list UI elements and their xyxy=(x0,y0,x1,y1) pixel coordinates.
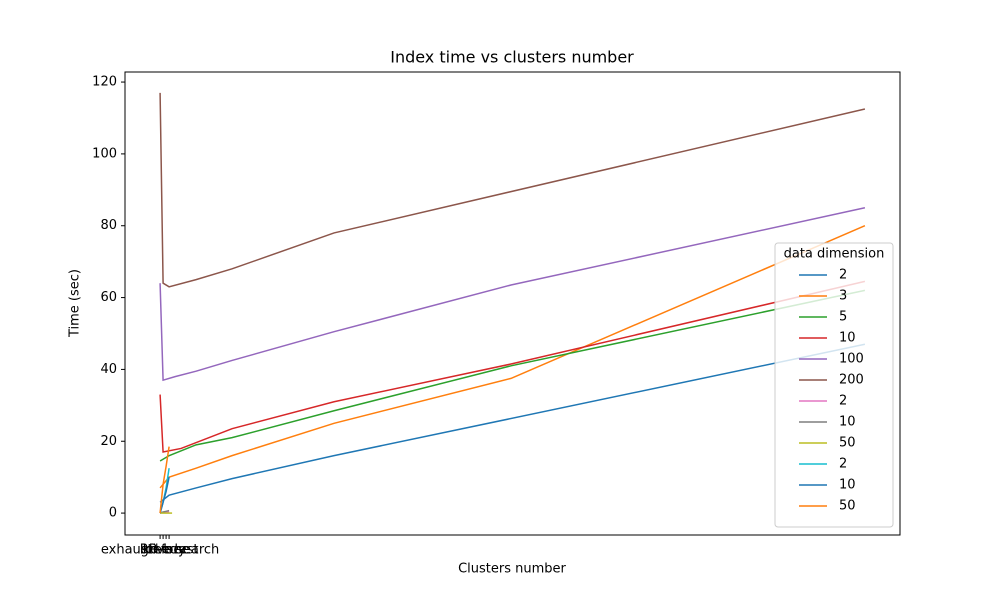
legend-title: data dimension xyxy=(784,247,885,262)
chart-title: Index time vs clusters number xyxy=(390,48,634,67)
legend-label: 3 xyxy=(839,289,847,304)
line xyxy=(159,207,866,382)
y-tick-label: 60 xyxy=(100,290,117,305)
legend-label: 2 xyxy=(839,268,847,283)
y-tick-label: 40 xyxy=(100,362,117,377)
y-tick-label: 100 xyxy=(92,146,117,161)
x-tick-label: RP-forest xyxy=(140,543,199,558)
x-tick-label: kd-tree xyxy=(143,543,190,558)
plot-frame xyxy=(124,71,901,536)
legend-label: 10 xyxy=(839,331,856,346)
legend-label: 100 xyxy=(839,352,864,367)
line xyxy=(159,92,866,288)
legend-label: 50 xyxy=(839,436,856,451)
legend-label: 10 xyxy=(839,415,856,430)
legend-label: 10 xyxy=(839,478,856,493)
line xyxy=(159,343,866,503)
legend-box xyxy=(774,242,894,528)
line xyxy=(159,477,170,514)
legend-label: 50 xyxy=(839,499,856,514)
x-axis-label: Clusters number xyxy=(458,562,566,577)
legend-label: 200 xyxy=(839,373,864,388)
y-tick-label: 0 xyxy=(109,506,117,521)
y-tick-label: 80 xyxy=(100,218,117,233)
line xyxy=(159,446,170,514)
y-axis-label: Time (sec) xyxy=(68,269,83,338)
line xyxy=(159,280,866,453)
legend-label: 5 xyxy=(839,310,847,325)
x-tick-label: greedy xyxy=(140,543,186,558)
y-tick-label: 20 xyxy=(100,434,117,449)
x-tick-label: exhaustive search xyxy=(101,543,219,558)
legend-label: 2 xyxy=(839,457,847,472)
y-tick-label: 120 xyxy=(92,75,117,90)
line xyxy=(159,289,866,462)
legend-label: 2 xyxy=(839,394,847,409)
